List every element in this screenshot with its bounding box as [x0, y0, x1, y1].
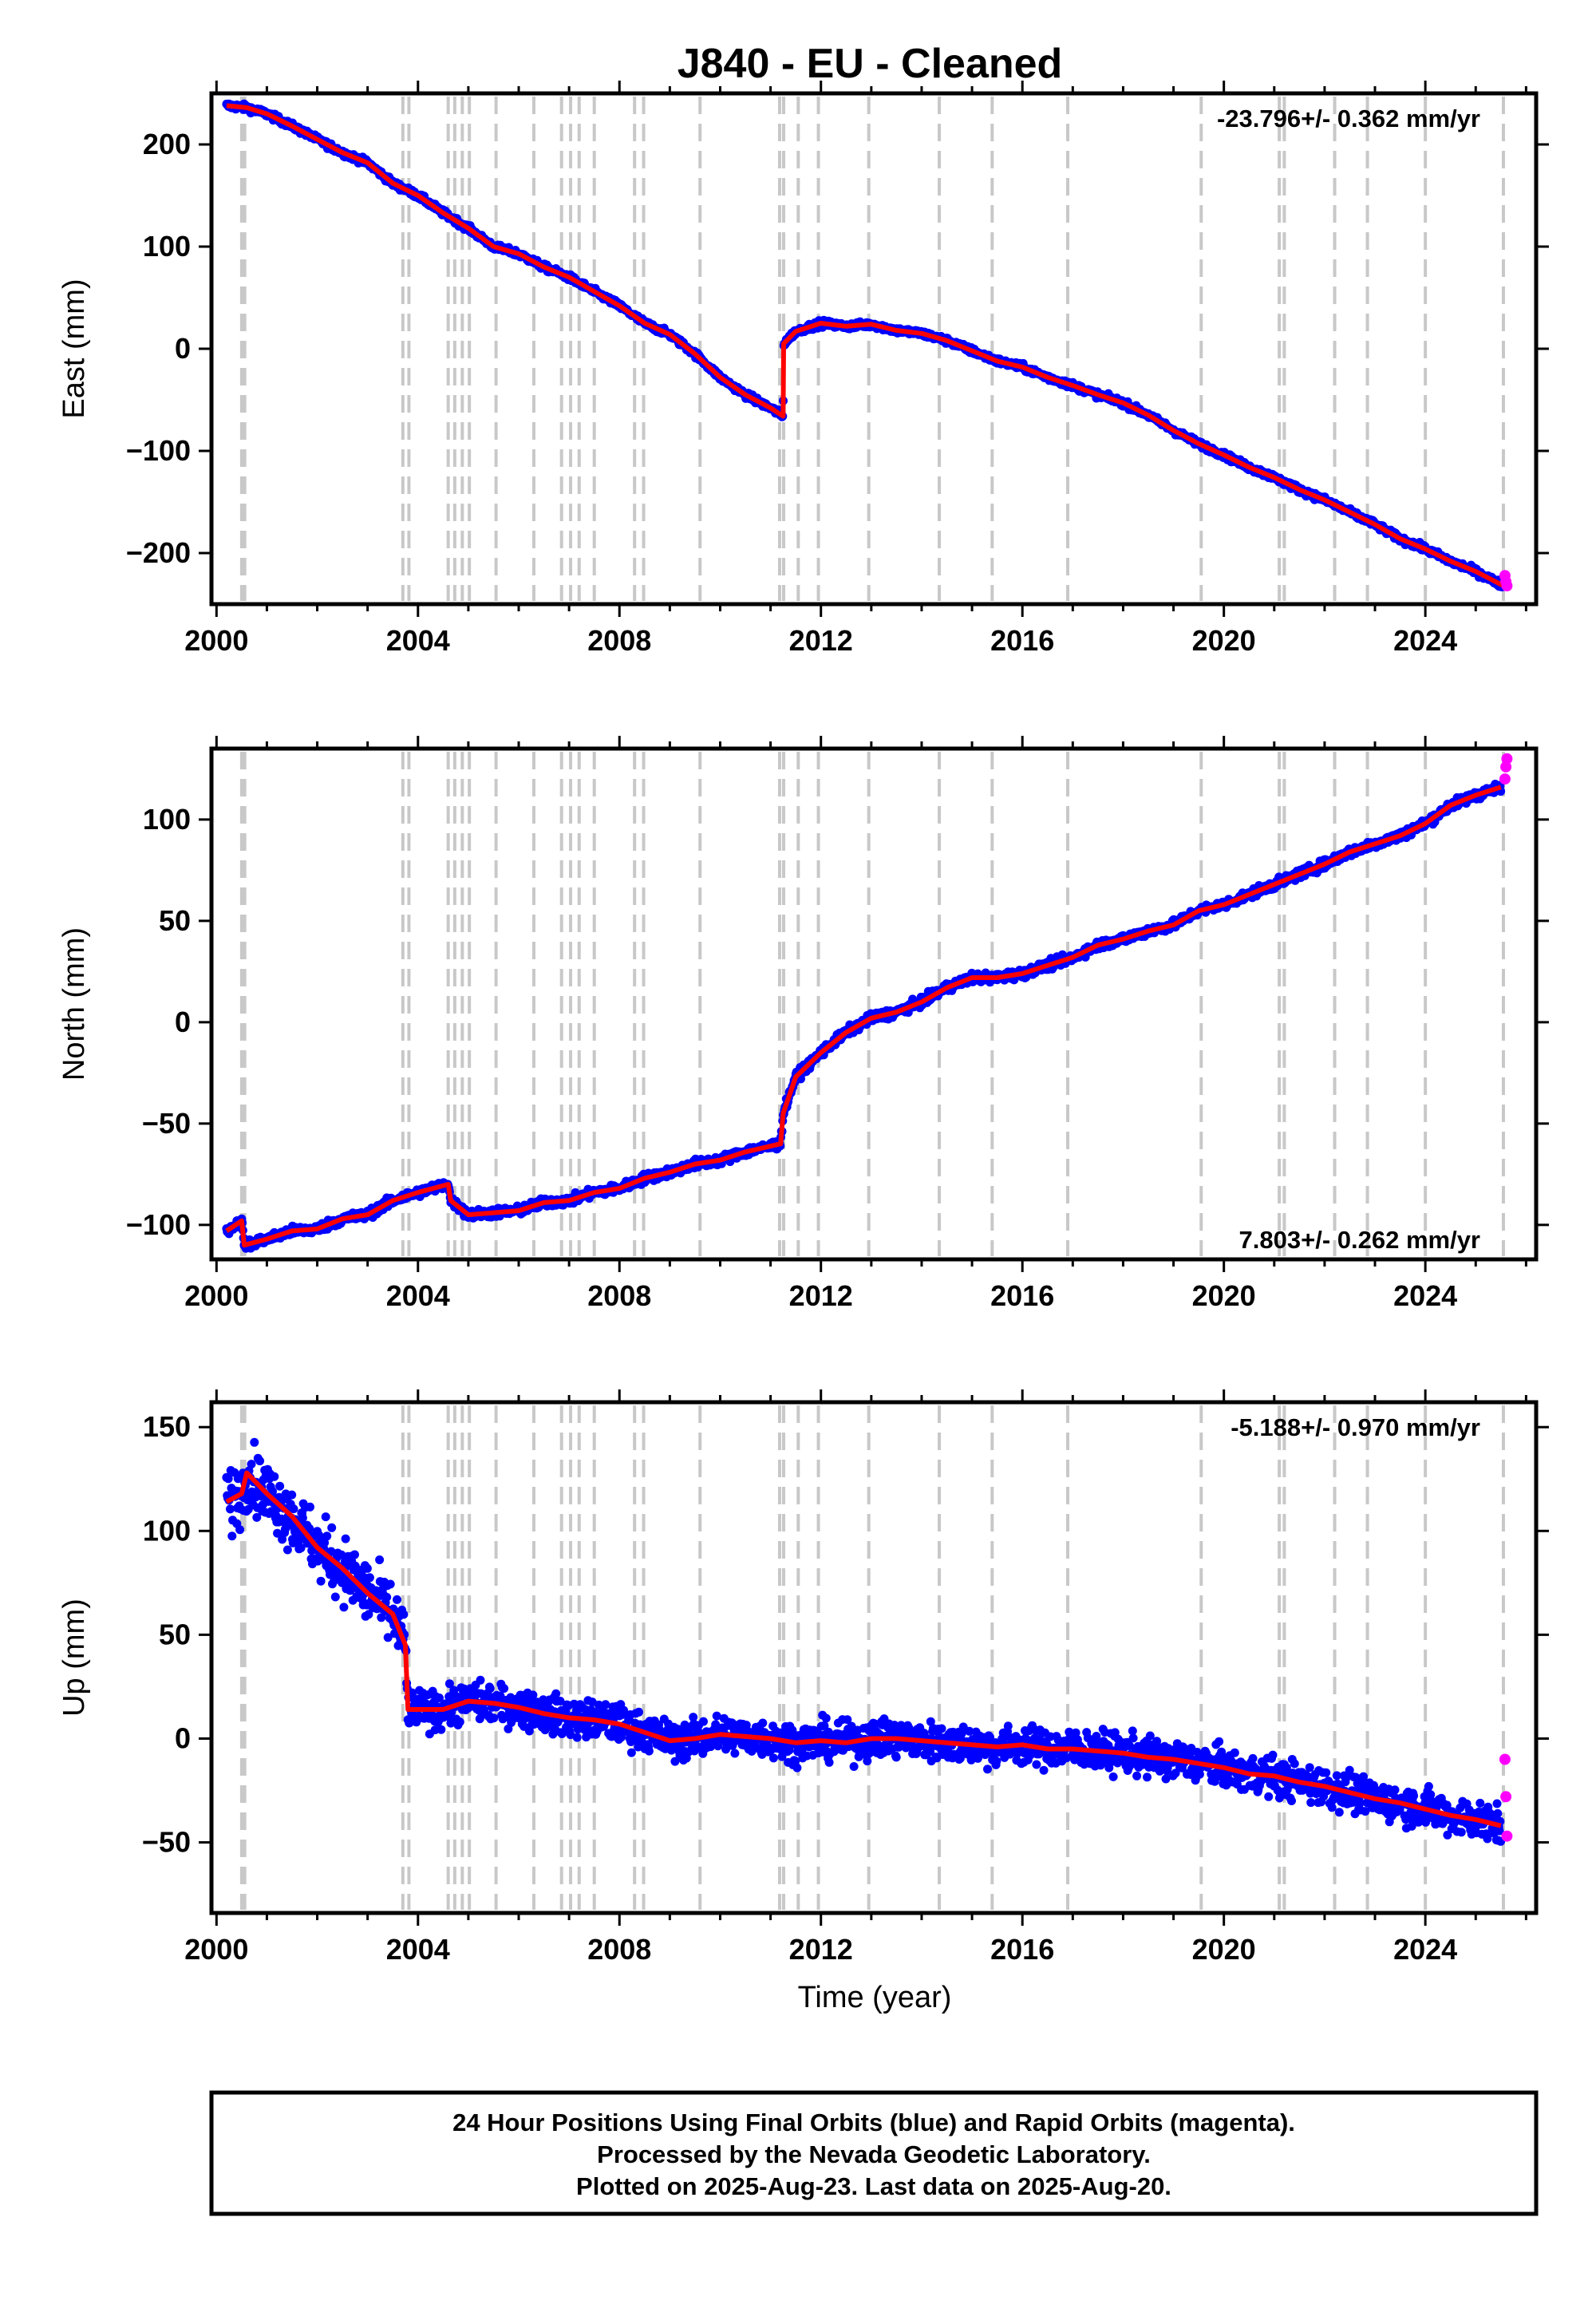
x-tick-label: 2020 — [1192, 624, 1256, 657]
y-tick-label: −100 — [126, 1208, 191, 1241]
rapid-orbit-point — [1501, 580, 1513, 591]
x-tick-label: 2020 — [1192, 1279, 1256, 1312]
figure-title: J840 - EU - Cleaned — [678, 41, 1063, 87]
final-orbit-point — [316, 1576, 326, 1586]
rate-annotation: 7.803+/- 0.262 mm/yr — [1239, 1226, 1480, 1254]
final-orbit-point — [437, 1725, 446, 1734]
data-marks — [222, 99, 1513, 591]
final-orbit-point — [455, 1717, 464, 1727]
final-orbit-point — [306, 1502, 314, 1512]
rapid-orbit-point — [1499, 773, 1511, 785]
x-tick-label: 2016 — [990, 624, 1054, 657]
y-tick-label: 100 — [143, 803, 191, 836]
rate-annotation: -23.796+/- 0.362 mm/yr — [1217, 105, 1480, 132]
final-orbit-point — [362, 1563, 372, 1573]
x-tick-label: 2008 — [587, 1279, 651, 1312]
final-orbit-point — [341, 1534, 350, 1543]
final-orbit-point — [321, 1512, 330, 1522]
final-orbit-point — [385, 1579, 395, 1589]
y-tick-label: 50 — [159, 904, 191, 937]
final-orbit-point — [270, 1472, 279, 1481]
final-orbit-point — [393, 1595, 401, 1604]
x-tick-label: 2024 — [1393, 624, 1457, 657]
final-orbit-point — [227, 1531, 237, 1541]
y-tick-label: 0 — [175, 332, 191, 365]
final-orbit-point — [382, 1592, 392, 1602]
x-tick-label: 2004 — [386, 624, 450, 657]
final-orbit-point — [282, 1545, 292, 1555]
final-orbit-point — [500, 1684, 509, 1694]
final-orbit-point — [255, 1456, 265, 1466]
y-tick-label: −100 — [126, 434, 191, 467]
final-orbit-point — [235, 1525, 245, 1535]
final-orbit-point — [339, 1603, 349, 1612]
panel-east: 200 100 0 −100 −200 2000 2004 2008 2012 2016 2020… — [57, 81, 1549, 657]
final-orbit-point — [489, 1713, 499, 1723]
final-orbit-point — [476, 1675, 485, 1685]
x-tick-label: 2000 — [184, 624, 248, 657]
x-tick-label: 2012 — [789, 1279, 853, 1312]
final-orbit-point — [350, 1550, 359, 1559]
x-tick-label: 2024 — [1393, 1279, 1457, 1312]
x-tick-label: 2000 — [184, 1279, 248, 1312]
final-orbit-point — [322, 1531, 332, 1541]
final-orbit-point — [375, 1555, 385, 1564]
final-orbit-point — [287, 1490, 297, 1500]
final-orbit-point — [250, 1437, 259, 1447]
y-tick-label: −50 — [142, 1107, 191, 1140]
x-tick-label: 2004 — [386, 1279, 450, 1312]
y-tick-label: 100 — [143, 230, 191, 263]
final-orbit-point — [327, 1523, 337, 1532]
x-tick-label: 2012 — [789, 624, 853, 657]
y-axis-label: North (mm) — [57, 927, 91, 1081]
final-orbit-point — [330, 1592, 340, 1602]
rapid-orbit-point — [1501, 753, 1513, 765]
event-lines — [239, 97, 1505, 601]
y-axis-label: East (mm) — [57, 279, 91, 418]
final-orbit-point — [275, 1481, 285, 1491]
y-tick-label: 200 — [143, 128, 191, 160]
final-orbit-point — [247, 1460, 256, 1469]
y-tick-label: 0 — [175, 1006, 191, 1038]
final-orbit-point — [399, 1610, 409, 1619]
final-orbit-point — [485, 1684, 495, 1694]
x-tick-label: 2016 — [990, 1279, 1054, 1312]
final-orbit-point — [365, 1573, 374, 1583]
y-tick-label: −200 — [126, 536, 191, 569]
x-tick-label: 2008 — [587, 624, 651, 657]
